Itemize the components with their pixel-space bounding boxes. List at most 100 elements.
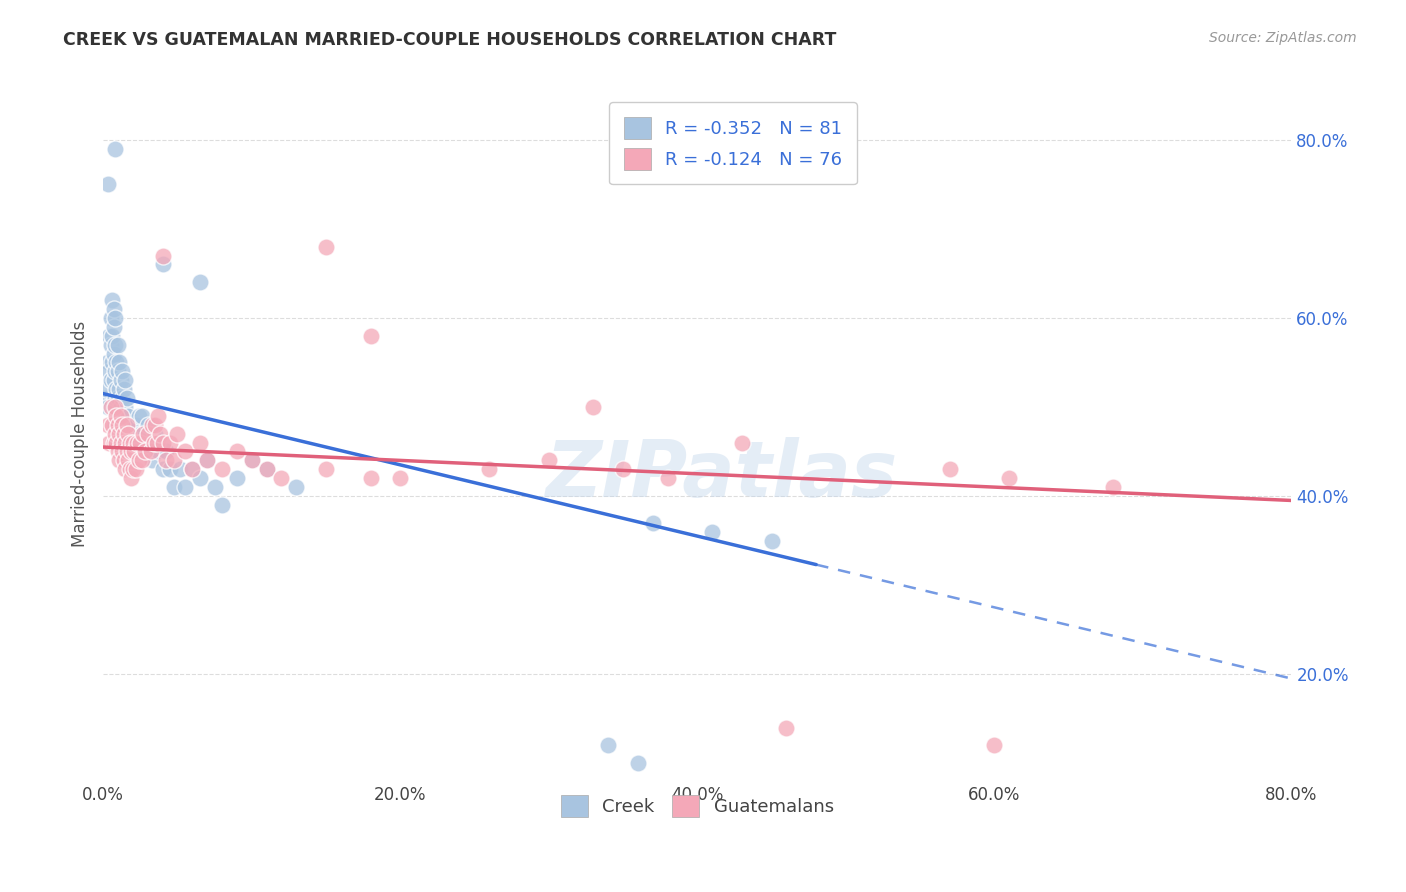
Point — [118, 426, 141, 441]
Point — [145, 435, 167, 450]
Point — [108, 409, 131, 423]
Point — [107, 337, 129, 351]
Point — [657, 471, 679, 485]
Point — [105, 409, 128, 423]
Point — [111, 364, 134, 378]
Point — [134, 444, 156, 458]
Point — [152, 435, 174, 450]
Point — [775, 721, 797, 735]
Point — [129, 435, 152, 450]
Point — [112, 426, 135, 441]
Point — [104, 337, 127, 351]
Text: CREEK VS GUATEMALAN MARRIED-COUPLE HOUSEHOLDS CORRELATION CHART: CREEK VS GUATEMALAN MARRIED-COUPLE HOUSE… — [63, 31, 837, 49]
Point — [181, 462, 204, 476]
Point — [120, 435, 142, 450]
Point — [225, 444, 247, 458]
Point — [120, 444, 142, 458]
Point — [128, 453, 150, 467]
Point — [166, 426, 188, 441]
Point — [104, 426, 127, 441]
Point — [101, 417, 124, 432]
Point — [108, 453, 131, 467]
Point — [478, 462, 501, 476]
Point — [110, 426, 132, 441]
Point — [101, 293, 124, 307]
Point — [225, 471, 247, 485]
Point — [112, 453, 135, 467]
Point — [148, 426, 170, 441]
Point — [121, 462, 143, 476]
Legend: Creek, Guatemalans: Creek, Guatemalans — [554, 788, 841, 824]
Point — [107, 417, 129, 432]
Point — [641, 516, 664, 530]
Point — [104, 310, 127, 325]
Point — [163, 480, 186, 494]
Point — [103, 346, 125, 360]
Point — [131, 409, 153, 423]
Point — [115, 417, 138, 432]
Point — [98, 435, 121, 450]
Point — [211, 498, 233, 512]
Point — [163, 453, 186, 467]
Point — [143, 426, 166, 441]
Point — [111, 444, 134, 458]
Point — [107, 364, 129, 378]
Point — [315, 462, 337, 476]
Point — [97, 417, 120, 432]
Point — [998, 471, 1021, 485]
Point — [939, 462, 962, 476]
Point — [195, 453, 218, 467]
Point — [112, 382, 135, 396]
Point — [112, 409, 135, 423]
Point — [107, 417, 129, 432]
Point — [315, 240, 337, 254]
Point — [103, 301, 125, 316]
Point — [114, 400, 136, 414]
Point — [111, 417, 134, 432]
Point — [110, 435, 132, 450]
Point — [104, 391, 127, 405]
Point — [104, 142, 127, 156]
Point — [108, 426, 131, 441]
Point — [146, 444, 169, 458]
Point — [121, 417, 143, 432]
Point — [173, 480, 195, 494]
Point — [155, 444, 177, 458]
Point — [127, 435, 149, 450]
Point — [169, 462, 191, 476]
Point — [146, 409, 169, 423]
Point — [188, 435, 211, 450]
Point — [598, 739, 620, 753]
Point — [125, 417, 148, 432]
Point — [124, 435, 146, 450]
Point — [121, 435, 143, 450]
Point — [256, 462, 278, 476]
Point — [131, 453, 153, 467]
Point — [173, 444, 195, 458]
Point — [240, 453, 263, 467]
Point — [105, 355, 128, 369]
Point — [114, 462, 136, 476]
Point — [117, 409, 139, 423]
Point — [103, 373, 125, 387]
Point — [118, 462, 141, 476]
Text: Source: ZipAtlas.com: Source: ZipAtlas.com — [1209, 31, 1357, 45]
Point — [128, 409, 150, 423]
Y-axis label: Married-couple Households: Married-couple Households — [72, 320, 89, 547]
Point — [132, 426, 155, 441]
Point — [155, 453, 177, 467]
Point — [537, 453, 560, 467]
Point — [195, 453, 218, 467]
Point — [702, 524, 724, 539]
Point — [152, 257, 174, 271]
Point — [181, 462, 204, 476]
Point — [93, 391, 115, 405]
Point — [152, 462, 174, 476]
Point — [97, 400, 120, 414]
Point — [389, 471, 412, 485]
Point — [270, 471, 292, 485]
Point — [101, 355, 124, 369]
Point — [134, 444, 156, 458]
Point — [98, 364, 121, 378]
Point — [114, 373, 136, 387]
